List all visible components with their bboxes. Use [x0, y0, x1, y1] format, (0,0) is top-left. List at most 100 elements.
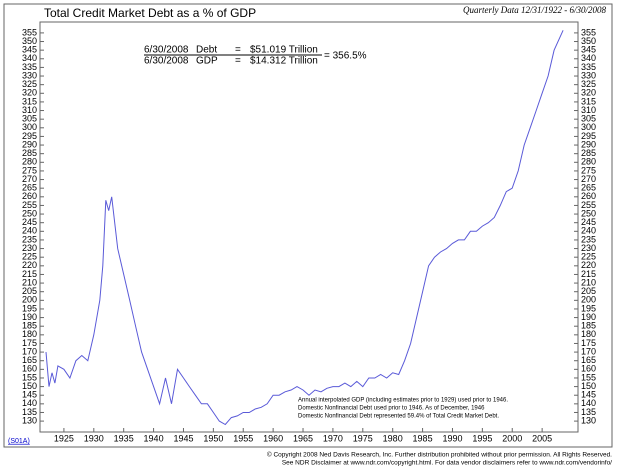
- y-tick-label: 280: [22, 157, 37, 167]
- x-tick-label: 1975: [353, 433, 373, 443]
- y-tick-label: 130: [22, 415, 37, 425]
- y-tick-label: 215: [22, 269, 37, 279]
- subtitle: Quarterly Data 12/31/1922 - 6/30/2008: [463, 5, 606, 15]
- y-tick-label: 285: [22, 148, 37, 158]
- y-tick-label: 330: [22, 70, 37, 80]
- y-tick-label: 145: [22, 390, 37, 400]
- y-tick-label: 255: [22, 200, 37, 210]
- y2-tick-label: 290: [581, 139, 596, 149]
- y2-tick-label: 250: [581, 208, 596, 218]
- annotation-ratio: = 356.5%: [324, 51, 367, 62]
- y2-tick-label: 325: [581, 79, 596, 89]
- x-tick-label: 1950: [203, 433, 223, 443]
- y-tick-label: 350: [22, 36, 37, 46]
- y-tick-label: 270: [22, 174, 37, 184]
- annotation-eq: =: [235, 56, 241, 67]
- footer: See NDR Disclaimer at www.ndr.com/copyri…: [282, 460, 612, 467]
- y2-tick-label: 225: [581, 252, 596, 262]
- y-tick-label: 300: [22, 122, 37, 132]
- x-tick-label: 1985: [413, 433, 433, 443]
- y-tick-label: 250: [22, 208, 37, 218]
- y2-tick-label: 315: [581, 96, 596, 106]
- y2-tick-label: 295: [581, 131, 596, 141]
- y-tick-label: 275: [22, 165, 37, 175]
- y2-tick-label: 245: [581, 217, 596, 227]
- y2-tick-label: 170: [581, 346, 596, 356]
- y-tick-label: 205: [22, 286, 37, 296]
- y2-tick-label: 305: [581, 114, 596, 124]
- plot-frame: [39, 21, 579, 433]
- y-tick-label: 225: [22, 252, 37, 262]
- y-tick-label: 310: [22, 105, 37, 115]
- y-tick-label: 180: [22, 329, 37, 339]
- y2-tick-label: 335: [581, 62, 596, 72]
- x-tick-label: 1990: [442, 433, 462, 443]
- y2-tick-label: 180: [581, 329, 596, 339]
- x-tick-label: 1930: [84, 433, 104, 443]
- y2-tick-label: 195: [581, 303, 596, 313]
- x-tick-label: 1935: [114, 433, 134, 443]
- y-tick-label: 240: [22, 226, 37, 236]
- y-tick-label: 170: [22, 346, 37, 356]
- y2-tick-label: 265: [581, 183, 596, 193]
- y2-tick-label: 255: [581, 200, 596, 210]
- x-tick-label: 1995: [472, 433, 492, 443]
- footer: © Copyright 2008 Ned Davis Research, Inc…: [267, 451, 612, 459]
- y2-tick-label: 185: [581, 321, 596, 331]
- line: [45, 30, 564, 426]
- annotation-date: 6/30/2008: [144, 56, 189, 67]
- annotation-label: GDP: [196, 56, 218, 67]
- y2-tick-label: 285: [581, 148, 596, 158]
- y2-tick-label: 275: [581, 165, 596, 175]
- code[interactable]: (S01A): [8, 438, 30, 445]
- annotation-label: Debt: [196, 45, 217, 56]
- y2-tick-label: 280: [581, 157, 596, 167]
- y2-tick-label: 355: [581, 27, 596, 37]
- x-tick-label: 1955: [233, 433, 253, 443]
- x-tick-label: 1940: [144, 433, 164, 443]
- y2-tick-label: 235: [581, 234, 596, 244]
- x-tick-label: 2005: [532, 433, 552, 443]
- y2-tick-label: 350: [581, 36, 596, 46]
- y2-tick-label: 205: [581, 286, 596, 296]
- y-tick-label: 185: [22, 321, 37, 331]
- x-tick-label: 1925: [54, 433, 74, 443]
- x-tick-label: 2000: [502, 433, 522, 443]
- y-tick-label: 160: [22, 364, 37, 374]
- y2-tick-label: 220: [581, 260, 596, 270]
- y-tick-label: 155: [22, 372, 37, 382]
- y-tick-label: 340: [22, 53, 37, 63]
- y-tick-label: 345: [22, 45, 37, 55]
- y-tick-label: 245: [22, 217, 37, 227]
- x-tick-label: 1970: [323, 433, 343, 443]
- x-tick-label: 1945: [173, 433, 193, 443]
- x-tick-label: 1965: [293, 433, 313, 443]
- y-tick-label: 190: [22, 312, 37, 322]
- annotation-eq: =: [235, 45, 241, 56]
- y2-tick-label: 310: [581, 105, 596, 115]
- y2-tick-label: 135: [581, 407, 596, 417]
- y-tick-label: 295: [22, 131, 37, 141]
- y-tick-label: 210: [22, 277, 37, 287]
- y2-tick-label: 240: [581, 226, 596, 236]
- note: Domestic Nonfinancial Debt represented 5…: [298, 414, 499, 420]
- y2-tick-label: 270: [581, 174, 596, 184]
- y-tick-label: 315: [22, 96, 37, 106]
- annotation-amount: $51.019 Trillion: [250, 45, 318, 56]
- y2-tick-label: 300: [581, 122, 596, 132]
- y2-tick-label: 340: [581, 53, 596, 63]
- y2-tick-label: 175: [581, 338, 596, 348]
- y-tick-label: 335: [22, 62, 37, 72]
- y-tick-label: 165: [22, 355, 37, 365]
- annotation-date: 6/30/2008: [144, 45, 189, 56]
- y2-tick-label: 145: [581, 390, 596, 400]
- y-tick-label: 325: [22, 79, 37, 89]
- y-tick-label: 140: [22, 398, 37, 408]
- y-tick-label: 175: [22, 338, 37, 348]
- note: Domestic Nonfinancial Debt used prior to…: [298, 406, 485, 412]
- chart-title: Total Credit Market Debt as a % of GDP: [44, 6, 256, 20]
- y2-tick-label: 215: [581, 269, 596, 279]
- y2-tick-label: 210: [581, 277, 596, 287]
- y-tick-label: 265: [22, 183, 37, 193]
